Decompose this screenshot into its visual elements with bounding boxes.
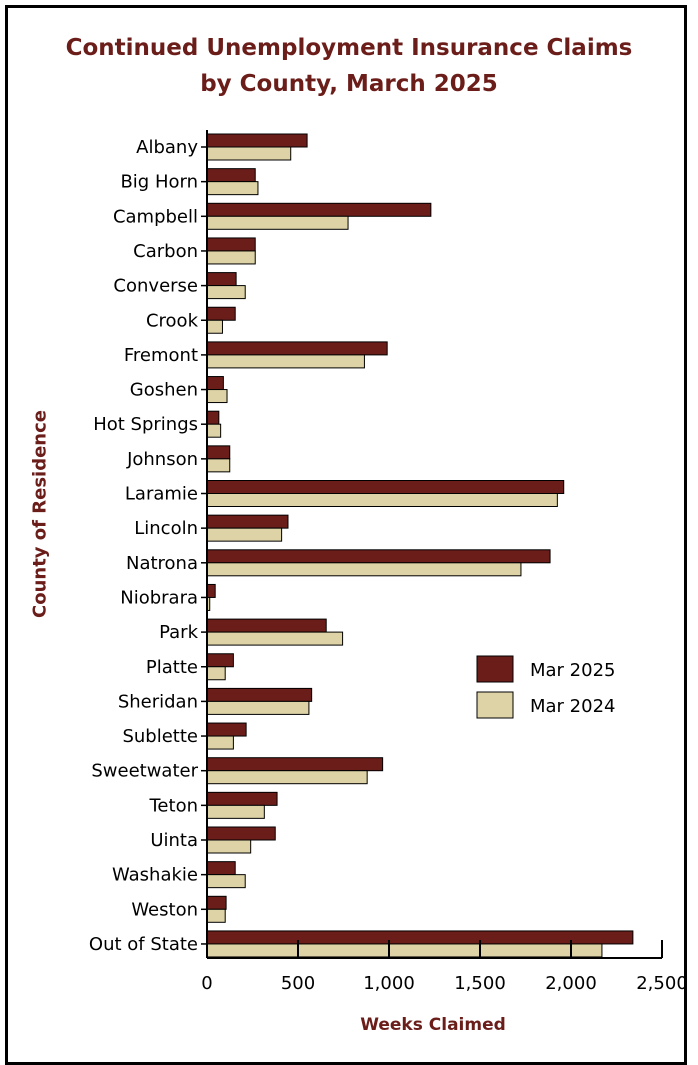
category-label-crook: Crook — [146, 310, 199, 331]
x-tick-label-2500: 2,500 — [636, 973, 688, 994]
bar-mar-2024-weston — [206, 908, 226, 923]
category-label-uinta: Uinta — [150, 830, 198, 851]
axes-group: 0 500 1,000 1,500 2,000 2,500 — [201, 130, 688, 994]
bar-mar-2024-laramie — [206, 493, 558, 507]
bar-mar-2025-park — [206, 618, 327, 633]
category-label-park: Park — [159, 622, 198, 643]
bar-mar-2025-laramie — [206, 480, 565, 494]
bar-mar-2025-campbell — [206, 202, 432, 217]
bar-mar-2024-converse — [206, 285, 246, 300]
category-label-platte: Platte — [146, 657, 198, 678]
chart-title-line1: Continued Unemployment Insurance Claims — [65, 35, 633, 61]
bar-mar-2025-weston — [206, 895, 227, 910]
category-label-natrona: Natrona — [126, 553, 198, 574]
category-label-fremont: Fremont — [124, 345, 198, 366]
bar-mar-2024-carbon — [206, 250, 256, 265]
x-tick-label-0: 0 — [201, 973, 212, 994]
bar-mar-2024-fremont — [206, 354, 365, 369]
legend-swatch-mar-2025 — [476, 655, 514, 683]
category-label-converse: Converse — [113, 276, 198, 297]
x-axis-label: Weeks Claimed — [360, 1015, 506, 1035]
bar-mar-2025-sweetwater — [206, 757, 384, 772]
bar-mar-2025-big-horn — [206, 168, 256, 183]
bar-mar-2025-converse — [206, 272, 237, 287]
category-label-weston: Weston — [131, 899, 198, 920]
bars-group — [206, 133, 634, 958]
bar-mar-2025-lincoln — [206, 514, 289, 529]
category-label-out-of-state: Out of State — [89, 934, 198, 955]
bar-mar-2025-sublette — [206, 722, 247, 737]
bar-mar-2024-lincoln — [206, 527, 283, 542]
category-label-laramie: Laramie — [125, 484, 198, 505]
chart-frame — [5, 5, 687, 1065]
category-label-albany: Albany — [136, 137, 198, 158]
bar-mar-2024-uinta — [206, 839, 252, 854]
legend: Mar 2025 Mar 2024 — [476, 655, 616, 719]
bar-mar-2024-albany — [206, 146, 292, 161]
category-label-sweetwater: Sweetwater — [91, 761, 198, 782]
bar-mar-2024-sweetwater — [206, 770, 368, 785]
bar-mar-2025-teton — [206, 791, 278, 806]
x-tick-label-500: 500 — [281, 973, 315, 994]
category-label-johnson: Johnson — [126, 449, 198, 470]
x-tick-label-1000: 1,000 — [363, 973, 415, 994]
x-tick-label-1500: 1,500 — [454, 973, 506, 994]
bar-mar-2025-uinta — [206, 826, 276, 841]
bar-mar-2024-natrona — [206, 562, 522, 577]
category-label-sheridan: Sheridan — [118, 691, 198, 712]
legend-label-mar-2025: Mar 2025 — [530, 660, 616, 681]
bar-mar-2024-big-horn — [206, 181, 259, 196]
category-label-sublette: Sublette — [122, 726, 198, 747]
bar-mar-2025-platte — [206, 653, 234, 668]
bar-mar-2025-goshen — [206, 376, 224, 391]
category-label-goshen: Goshen — [130, 380, 198, 401]
bar-mar-2024-platte — [206, 666, 226, 681]
bar-mar-2025-sheridan — [206, 687, 313, 702]
bar-mar-2024-washakie — [206, 874, 246, 889]
bar-mar-2024-crook — [206, 319, 223, 334]
bar-mar-2025-natrona — [206, 549, 551, 564]
bar-mar-2024-sheridan — [206, 700, 310, 715]
chart-title-line2: by County, March 2025 — [200, 71, 498, 97]
bar-chart: Albany Big Horn Campbell Carbon Converse Croo… — [89, 130, 688, 994]
bar-mar-2024-campbell — [206, 215, 349, 230]
chart-title: Continued Unemployment Insurance Claims … — [0, 30, 698, 102]
x-tick-label-2000: 2,000 — [545, 973, 597, 994]
bar-mar-2025-johnson — [206, 445, 231, 460]
bar-mar-2025-washakie — [206, 861, 236, 876]
category-label-campbell: Campbell — [113, 206, 198, 227]
category-label-niobrara: Niobrara — [120, 587, 198, 608]
bar-mar-2024-out-of-state — [206, 943, 603, 958]
legend-swatch-mar-2024 — [476, 691, 514, 719]
legend-label-mar-2024: Mar 2024 — [530, 696, 616, 717]
bar-mar-2024-sublette — [206, 735, 234, 750]
bar-mar-2025-carbon — [206, 237, 256, 252]
bar-mar-2025-crook — [206, 306, 236, 321]
bar-mar-2025-albany — [206, 133, 308, 148]
bar-mar-2024-goshen — [206, 389, 228, 404]
category-labels: Albany Big Horn Campbell Carbon Converse Croo… — [89, 137, 199, 955]
category-label-carbon: Carbon — [133, 241, 198, 262]
bar-mar-2025-niobrara — [206, 583, 216, 598]
category-label-teton: Teton — [149, 795, 199, 816]
category-label-hot-springs: Hot Springs — [93, 414, 198, 435]
bar-mar-2025-fremont — [206, 341, 388, 356]
category-label-big-horn: Big Horn — [120, 172, 198, 193]
category-label-washakie: Washakie — [112, 865, 198, 886]
bar-mar-2024-johnson — [206, 458, 231, 473]
bar-mar-2025-out-of-state — [206, 930, 634, 945]
bar-mar-2025-hot-springs — [206, 410, 220, 425]
bar-mar-2024-hot-springs — [206, 423, 222, 438]
category-label-lincoln: Lincoln — [134, 518, 198, 539]
bar-mar-2024-teton — [206, 804, 265, 819]
bar-mar-2024-park — [206, 631, 344, 646]
